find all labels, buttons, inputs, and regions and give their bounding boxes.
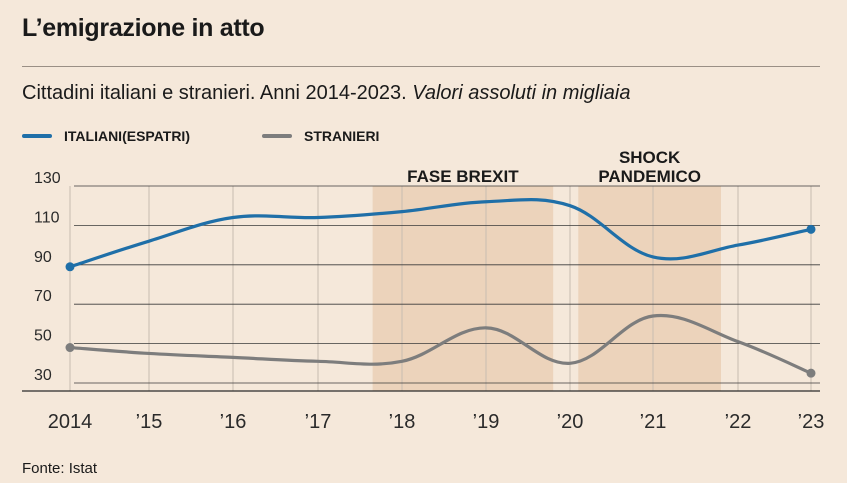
legend-label-italiani: ITALIANI(ESPATRI): [64, 128, 190, 144]
series-point: [806, 368, 816, 378]
line-chart: 30 50 70 90 110 130 2014 ’15 ’16 ’17 ’18 ’19 ’20 ’21 ’…: [22, 148, 825, 433]
annotation-label-shock: SHOCK: [619, 148, 681, 167]
y-tick-label: 130: [34, 170, 61, 187]
x-tick-label: ’15: [136, 411, 163, 433]
legend-label-stranieri: STRANIERI: [304, 128, 380, 144]
legend-swatch-stranieri: [262, 134, 292, 138]
source-note: Fonte: Istat: [22, 460, 98, 477]
subtitle-main: Cittadini italiani e stranieri. Anni 201…: [22, 82, 407, 104]
x-tick-label: 2014: [48, 411, 93, 433]
y-tick-label: 70: [34, 288, 52, 305]
x-tick-label: ’23: [798, 411, 825, 433]
annotation-label-pandemico: PANDEMICO: [598, 167, 701, 186]
subtitle-units: Valori assoluti in migliaia: [412, 82, 631, 104]
y-tick-label: 50: [34, 328, 52, 345]
shaded-period-1: [578, 186, 721, 391]
legend-item-italiani: ITALIANI(ESPATRI): [22, 128, 190, 144]
x-tick-label: ’20: [557, 411, 584, 433]
x-tick-label: ’17: [305, 411, 332, 433]
series-line-italiani: [68, 198, 813, 269]
title-divider: [22, 66, 820, 67]
y-tick-label: 110: [34, 209, 60, 226]
series-point: [65, 343, 75, 353]
x-tick-label: ’22: [725, 411, 752, 433]
y-tick-label: 30: [34, 367, 52, 384]
x-tick-label: ’16: [220, 411, 247, 433]
x-tick-label: ’21: [640, 411, 667, 433]
x-tick-label: ’19: [473, 411, 500, 433]
x-tick-label: ’18: [389, 411, 416, 433]
annotation-label-brexit: FASE BREXIT: [407, 167, 519, 186]
chart-subtitle: Cittadini italiani e stranieri. Anni 201…: [22, 82, 631, 105]
legend-item-stranieri: STRANIERI: [262, 128, 379, 144]
chart-title: L’emigrazione in atto: [22, 14, 265, 42]
shaded-period-0: [372, 186, 554, 391]
series-point: [65, 262, 75, 272]
legend-swatch-italiani: [22, 134, 52, 138]
series-line-stranieri: [68, 313, 813, 375]
y-tick-label: 90: [34, 249, 52, 266]
series-point: [806, 224, 816, 234]
